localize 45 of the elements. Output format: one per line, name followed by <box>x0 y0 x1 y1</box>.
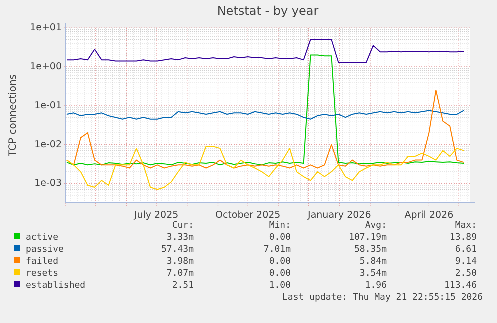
line-series <box>66 39 465 63</box>
y-axis-title: TCP connections <box>8 74 19 158</box>
text: 113.46 <box>444 281 477 291</box>
text: 0.00 <box>269 233 291 243</box>
text: 7.07m <box>166 269 194 279</box>
text: 3.33m <box>166 233 194 243</box>
x-tick-label: July 2025 <box>133 210 179 221</box>
text: 0.00 <box>269 257 291 267</box>
y-tick-label: 1e-01 <box>34 100 62 112</box>
text: Max: <box>455 221 477 231</box>
text: 6.61 <box>455 245 477 255</box>
line-series <box>66 110 465 120</box>
text: Avg: <box>365 221 387 231</box>
legend-label: passive <box>26 245 64 255</box>
text: 2.50 <box>455 269 477 279</box>
legend-label: established <box>26 281 86 291</box>
line-series <box>66 54 465 166</box>
y-tick-label: 1e+00 <box>30 61 62 72</box>
text: 0.00 <box>269 269 291 279</box>
x-tick-label: April 2026 <box>404 210 454 221</box>
text: Last update: Thu May 21 22:55:15 2026 <box>282 293 483 303</box>
text: Cur: <box>172 221 194 231</box>
y-tick-label: 1e-02 <box>34 139 62 150</box>
text: Min: <box>269 221 291 231</box>
chart-title: Netstat - by year <box>217 4 319 18</box>
text: 3.54m <box>360 269 387 279</box>
text: 3.98m <box>166 257 194 267</box>
legend-label: resets <box>26 269 59 279</box>
y-tick-label: 1e-03 <box>34 178 62 190</box>
text: 9.14 <box>455 257 477 267</box>
y-tick-label: 1e+01 <box>30 22 62 34</box>
text: 107.19m <box>349 233 387 243</box>
text: 7.01m <box>264 245 291 255</box>
x-tick-label: October 2025 <box>215 210 281 221</box>
text: 1.96 <box>365 281 387 291</box>
legend-label: failed <box>26 257 59 267</box>
text: 2.51 <box>172 281 194 291</box>
line-series <box>66 146 465 190</box>
text: 13.89 <box>450 233 477 243</box>
text: 1.00 <box>269 281 291 291</box>
legend-label: active <box>26 233 59 243</box>
text: 58.35m <box>354 245 387 255</box>
text: 57.43m <box>161 245 194 255</box>
x-tick-label: January 2026 <box>307 210 372 221</box>
text: 5.84m <box>360 257 387 267</box>
